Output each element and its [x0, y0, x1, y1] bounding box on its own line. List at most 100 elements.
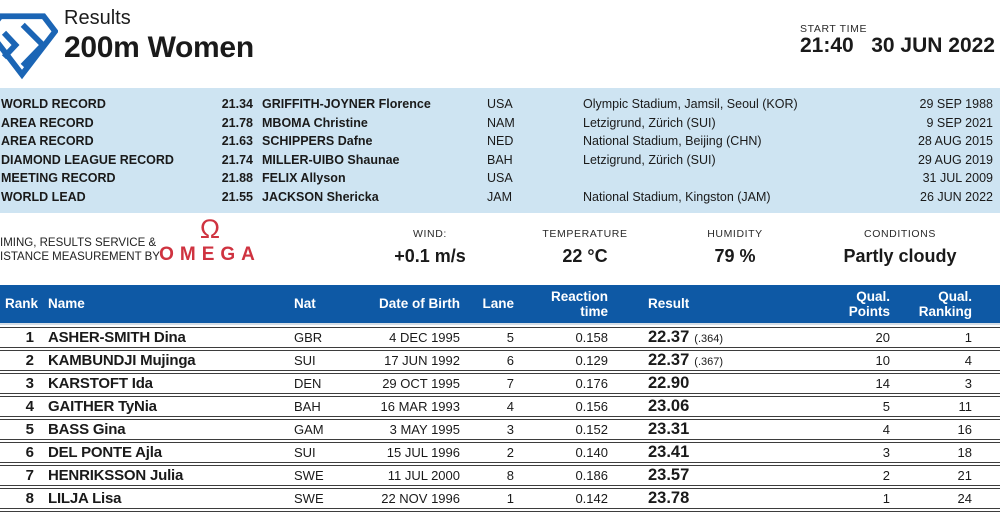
- cell-date-of-birth: 11 JUL 2000: [387, 468, 460, 483]
- timing-credit: IMING, RESULTS SERVICE & ISTANCE MEASURE…: [0, 236, 160, 264]
- cell-lane: 5: [506, 330, 514, 345]
- result-row: 7 HENRIKSSON Julia SWE 11 JUL 2000 8 0.1…: [0, 465, 1000, 486]
- record-date: 9 SEP 2021: [926, 115, 994, 130]
- cell-rank: 6: [25, 444, 34, 461]
- result-time: 22.37: [648, 351, 690, 369]
- cell-reaction-time: 0.152: [575, 422, 608, 437]
- cell-result: 23.31: [612, 420, 808, 439]
- event-date: 30 JUN 2022: [871, 34, 995, 57]
- cell-reaction-time: 0.156: [575, 399, 608, 414]
- timing-credit-line1: IMING, RESULTS SERVICE &: [0, 237, 157, 249]
- record-date: 31 JUL 2009: [922, 171, 993, 186]
- cell-lane: 3: [506, 422, 514, 437]
- record-label: DIAMOND LEAGUE RECORD: [1, 152, 174, 167]
- results-table-body: 1 ASHER-SMITH Dina GBR 4 DEC 1995 5 0.15…: [0, 327, 1000, 512]
- result-fraction: (.367): [694, 356, 724, 368]
- humidity-label: HUMIDITY: [707, 228, 763, 240]
- record-venue: Letzigrund, Zürich (SUI): [583, 115, 716, 130]
- result-time: 23.41: [648, 443, 690, 461]
- record-athlete: SCHIPPERS Dafne: [262, 134, 373, 149]
- results-label: Results: [64, 7, 131, 29]
- record-row: DIAMOND LEAGUE RECORD 21.74 MILLER-UIBO …: [0, 153, 1000, 167]
- record-date: 28 AUG 2015: [917, 134, 993, 149]
- records-section: WORLD RECORD 21.34 GRIFFITH-JOYNER Flore…: [0, 88, 1000, 213]
- cell-athlete-name: KARSTOFT Ida: [48, 375, 153, 392]
- record-mark: 21.88: [221, 171, 253, 186]
- temperature-block: TEMPERATURE 22 °C: [525, 228, 645, 267]
- cell-lane: 1: [506, 491, 514, 506]
- result-time: 22.37: [648, 328, 690, 346]
- cell-result: 22.37 (.364): [612, 328, 808, 347]
- title-block: Results 200m Women: [64, 7, 254, 65]
- temperature-label: TEMPERATURE: [542, 228, 628, 240]
- result-row: 2 KAMBUNDJI Mujinga SUI 17 JUN 1992 6 0.…: [0, 350, 1000, 371]
- cell-date-of-birth: 17 JUN 1992: [384, 353, 460, 368]
- cell-rank: 3: [25, 375, 34, 392]
- cell-qual-ranking: 18: [957, 445, 972, 460]
- cell-date-of-birth: 22 NOV 1996: [381, 491, 460, 506]
- cell-athlete-name: BASS Gina: [48, 421, 126, 438]
- cell-athlete-name: ASHER-SMITH Dina: [48, 329, 186, 346]
- cell-qual-ranking: 16: [957, 422, 972, 437]
- cell-rank: 4: [25, 398, 34, 415]
- record-athlete: MILLER-UIBO Shaunae: [262, 152, 400, 167]
- header-name: Name: [48, 296, 85, 312]
- result-row: 1 ASHER-SMITH Dina GBR 4 DEC 1995 5 0.15…: [0, 327, 1000, 348]
- cell-qual-points: 20: [875, 330, 890, 345]
- record-venue: National Stadium, Kingston (JAM): [583, 189, 771, 204]
- start-time-value: 21:40: [800, 34, 854, 57]
- record-label: MEETING RECORD: [1, 171, 116, 186]
- omega-symbol-icon: Ω: [199, 214, 221, 244]
- humidity-value: 79 %: [714, 246, 756, 266]
- result-time: 22.90: [648, 374, 690, 392]
- results-table: Rank Name Nat Date of Birth Lane Reactio…: [0, 285, 1000, 512]
- start-time-label: START TIME: [800, 23, 868, 35]
- cell-date-of-birth: 3 MAY 1995: [389, 422, 460, 437]
- cell-qual-ranking: 1: [964, 330, 972, 345]
- cell-result: 23.06: [612, 397, 808, 416]
- wind-value: +0.1 m/s: [394, 246, 466, 266]
- omega-wordmark: OMEGA: [159, 244, 261, 265]
- header-reaction-time: Reaction time: [550, 288, 608, 319]
- record-row: AREA RECORD 21.63 SCHIPPERS Dafne NED Na…: [0, 134, 1000, 148]
- cell-athlete-name: GAITHER TyNia: [48, 398, 157, 415]
- cell-qual-points: 14: [875, 376, 890, 391]
- cell-reaction-time: 0.142: [575, 491, 608, 506]
- cell-qual-points: 10: [875, 353, 890, 368]
- result-row: 3 KARSTOFT Ida DEN 29 OCT 1995 7 0.176 2…: [0, 373, 1000, 394]
- cell-nationality: SWE: [294, 491, 324, 506]
- cell-qual-points: 4: [882, 422, 890, 437]
- record-nationality: USA: [487, 97, 513, 112]
- temperature-value: 22 °C: [562, 246, 608, 266]
- header-date-of-birth: Date of Birth: [379, 296, 460, 312]
- cell-qual-points: 5: [882, 399, 890, 414]
- record-athlete: JACKSON Shericka: [262, 189, 379, 204]
- conditions-section: IMING, RESULTS SERVICE & ISTANCE MEASURE…: [0, 213, 1000, 285]
- cell-date-of-birth: 16 MAR 1993: [380, 399, 461, 414]
- header-nat: Nat: [294, 296, 316, 312]
- omega-logo: Ω OMEGA: [140, 216, 280, 266]
- humidity-block: HUMIDITY 79 %: [675, 228, 795, 267]
- cell-athlete-name: DEL PONTE Ajla: [48, 444, 162, 461]
- record-date: 26 JUN 2022: [920, 189, 993, 204]
- cell-athlete-name: LILJA Lisa: [48, 490, 122, 507]
- record-mark: 21.34: [221, 97, 253, 112]
- cell-rank: 8: [25, 490, 34, 507]
- event-title: 200m Women: [64, 31, 254, 64]
- cell-lane: 7: [506, 376, 514, 391]
- record-mark: 21.55: [221, 189, 253, 204]
- result-fraction: (.364): [694, 333, 724, 345]
- cell-rank: 2: [25, 352, 34, 369]
- header-qual-ranking: Qual. Ranking: [918, 288, 972, 319]
- header-lane: Lane: [482, 296, 514, 312]
- cell-nationality: GBR: [294, 330, 323, 345]
- record-row: AREA RECORD 21.78 MBOMA Christine NAM Le…: [0, 116, 1000, 130]
- cell-qual-ranking: 21: [957, 468, 972, 483]
- weather-conditions-block: CONDITIONS Partly cloudy: [810, 228, 990, 267]
- cell-nationality: SUI: [294, 353, 316, 368]
- result-time: 23.06: [648, 397, 690, 415]
- cell-qual-ranking: 4: [964, 353, 972, 368]
- cell-reaction-time: 0.129: [575, 353, 608, 368]
- cell-result: 22.90: [612, 374, 808, 393]
